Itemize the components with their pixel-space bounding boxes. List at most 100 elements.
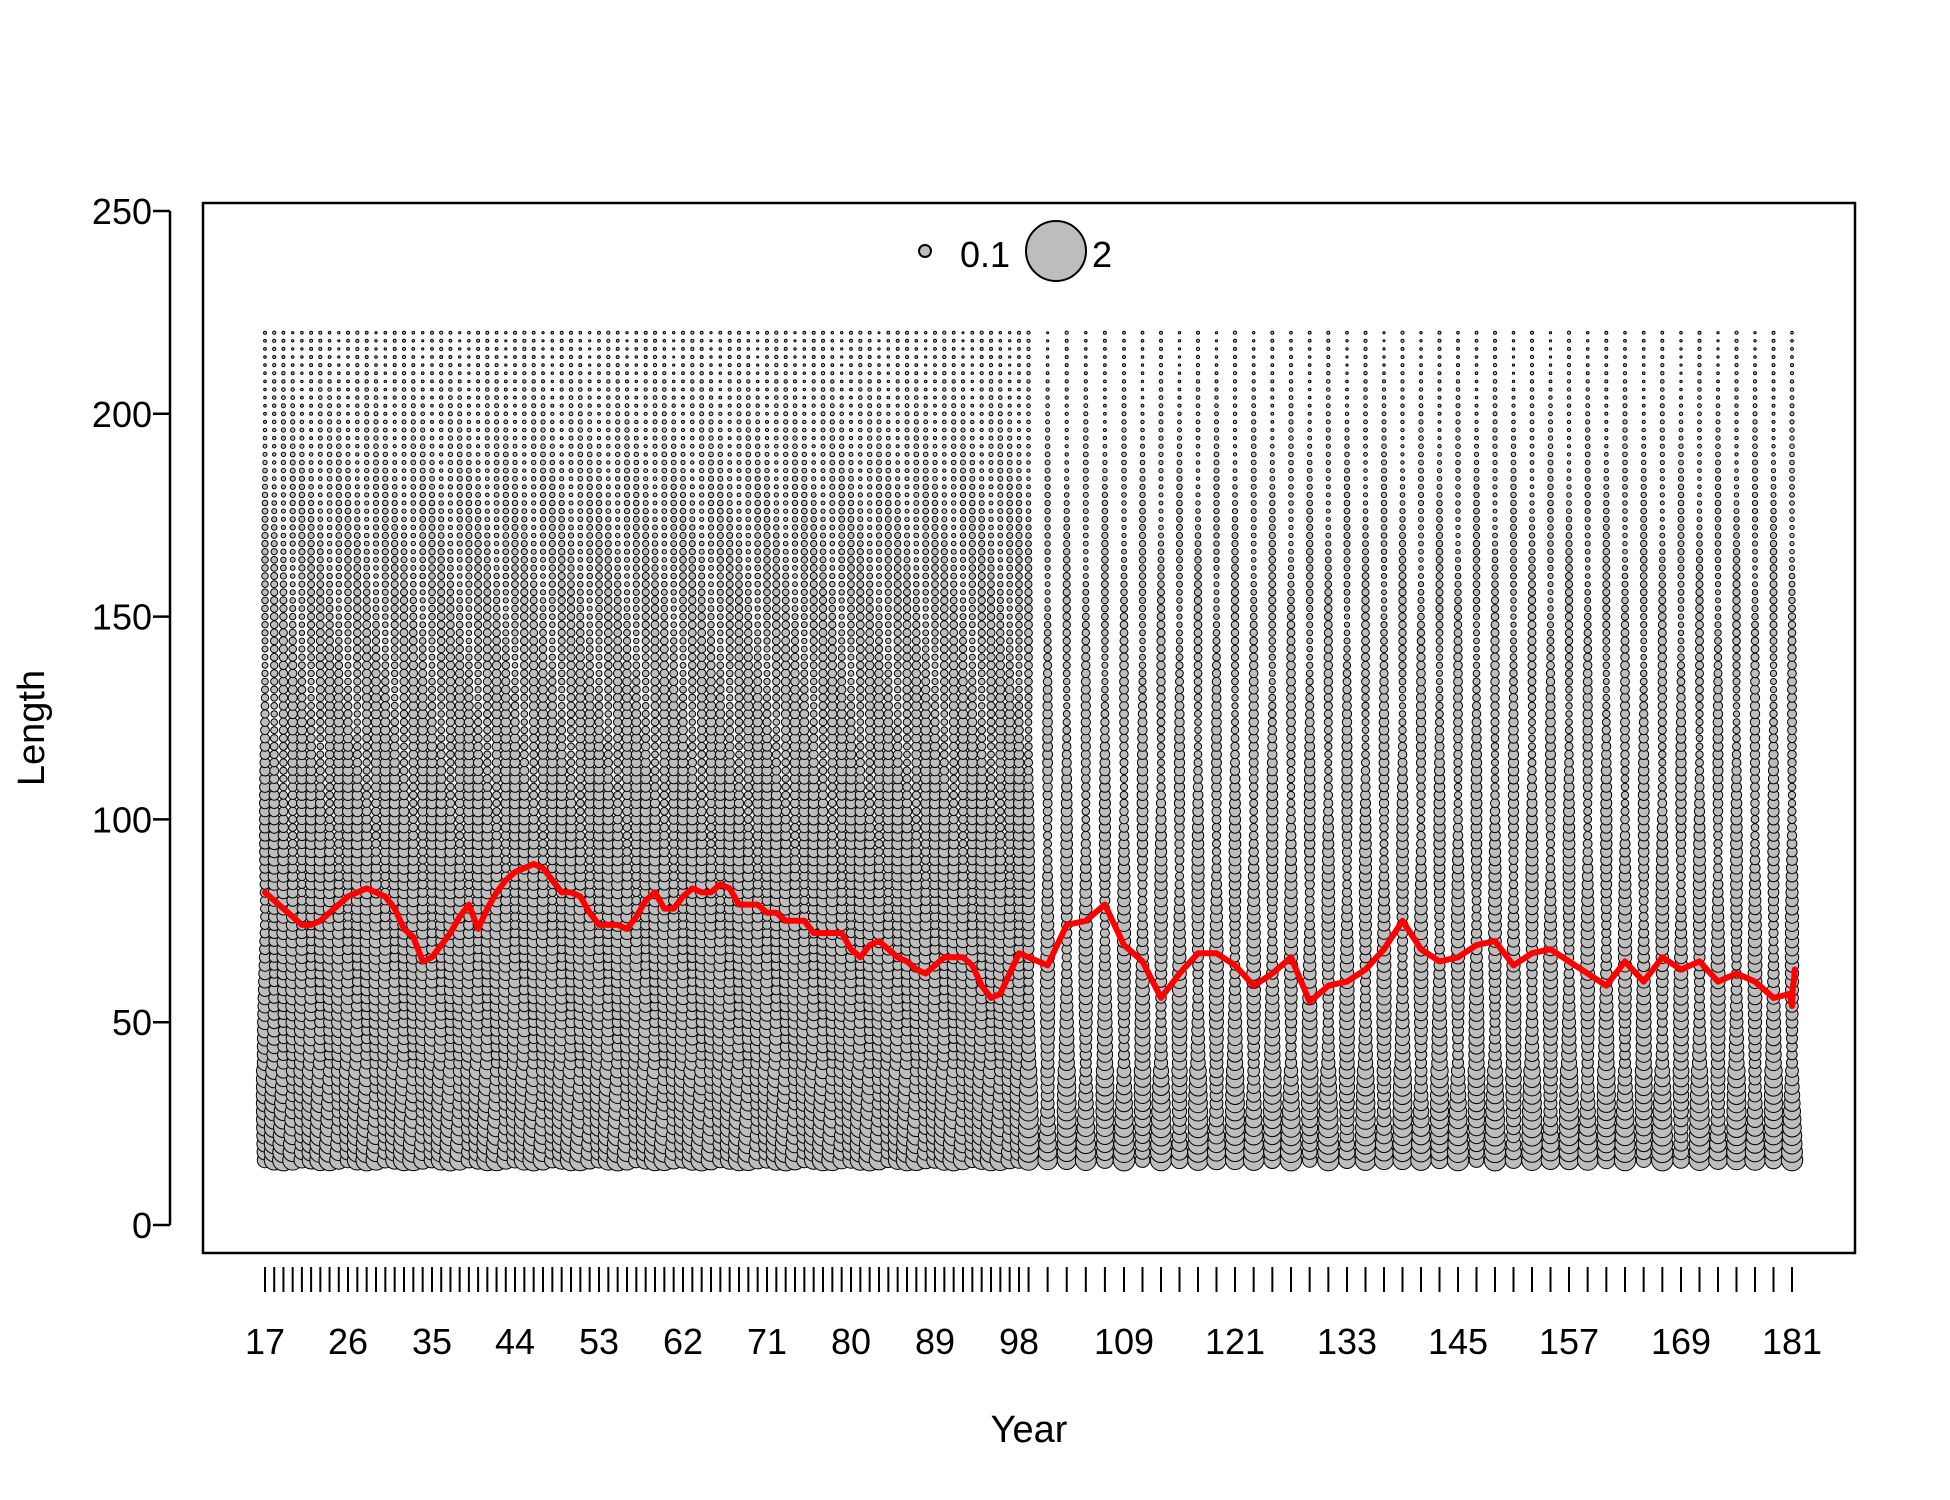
- bubble: [584, 838, 595, 849]
- bubble: [625, 363, 629, 367]
- bubble: [269, 620, 279, 630]
- bubble: [299, 427, 305, 433]
- bubble: [279, 604, 288, 613]
- bubble: [438, 484, 444, 490]
- bubble: [594, 717, 604, 727]
- bubble: [475, 476, 481, 482]
- bubble: [539, 605, 547, 612]
- bubble: [643, 371, 648, 376]
- bubble: [643, 452, 648, 457]
- bubble: [315, 620, 325, 630]
- bubble: [456, 597, 464, 604]
- bubble: [430, 419, 434, 424]
- bubble: [671, 435, 677, 441]
- bubble: [315, 766, 325, 776]
- bubble: [651, 548, 659, 556]
- bubble: [482, 677, 492, 686]
- bubble: [522, 379, 527, 384]
- bubble: [324, 757, 335, 768]
- bubble: [374, 347, 378, 351]
- bubble: [557, 588, 566, 597]
- bubble: [633, 435, 639, 441]
- bubble: [382, 483, 389, 490]
- bubble: [690, 411, 695, 417]
- bubble: [670, 613, 677, 620]
- bubble: [482, 693, 492, 703]
- bubble: [595, 629, 603, 637]
- bubble: [364, 516, 370, 522]
- bubble: [411, 330, 416, 335]
- bubble: [446, 572, 454, 580]
- bubble: [363, 556, 370, 563]
- bubble: [706, 814, 716, 825]
- bubble: [597, 379, 601, 384]
- bubble: [263, 355, 267, 359]
- bubble: [391, 677, 399, 686]
- bubble: [623, 597, 631, 604]
- bubble: [362, 636, 372, 646]
- bubble: [689, 532, 696, 539]
- bubble: [557, 636, 566, 645]
- bubble: [483, 709, 492, 719]
- bubble: [419, 581, 426, 588]
- bubble: [687, 757, 697, 768]
- bubble: [624, 564, 630, 571]
- bubble: [467, 371, 471, 375]
- bubble: [697, 733, 707, 743]
- bubble: [325, 612, 334, 621]
- bubble: [670, 467, 677, 474]
- bubble: [522, 371, 527, 376]
- bubble: [670, 605, 677, 612]
- bubble: [334, 653, 343, 662]
- bubble: [604, 677, 613, 686]
- bubble: [678, 693, 688, 702]
- bubble: [661, 557, 668, 563]
- bubble: [272, 427, 277, 433]
- bubble: [678, 725, 688, 736]
- bubble: [493, 451, 500, 458]
- bubble: [410, 492, 417, 498]
- bubble: [484, 532, 491, 539]
- bubble: [362, 725, 372, 735]
- bubble: [278, 684, 289, 695]
- bubble: [335, 491, 342, 499]
- bubble: [650, 701, 660, 711]
- bubble: [662, 379, 667, 384]
- bubble: [429, 475, 435, 482]
- bubble: [568, 492, 574, 498]
- bubble: [445, 806, 456, 817]
- bubble: [623, 507, 631, 515]
- bubble: [484, 443, 490, 449]
- bubble: [559, 444, 564, 449]
- bubble: [548, 645, 556, 653]
- bubble: [680, 451, 686, 457]
- bubble: [559, 379, 564, 384]
- bubble: [662, 339, 667, 343]
- bubble: [671, 427, 677, 433]
- bubble: [344, 588, 352, 597]
- bubble: [501, 855, 511, 865]
- bubble: [613, 612, 622, 621]
- bubble: [614, 540, 621, 547]
- bubble: [418, 645, 427, 653]
- bubble: [401, 524, 407, 531]
- bubble: [569, 330, 573, 335]
- bubble: [632, 548, 640, 556]
- bubble: [540, 435, 546, 441]
- bubble: [632, 540, 640, 548]
- bubble: [511, 645, 519, 653]
- bubble: [622, 814, 632, 825]
- bubble: [409, 620, 418, 629]
- bubble: [697, 620, 707, 630]
- bubble: [606, 395, 611, 400]
- bubble: [263, 403, 267, 408]
- bubble: [484, 460, 490, 465]
- bubble: [550, 379, 554, 384]
- bubble: [352, 765, 363, 776]
- bubble: [662, 387, 667, 392]
- bubble: [603, 765, 614, 776]
- bubble: [511, 669, 519, 677]
- bubble: [697, 798, 707, 808]
- bubble: [688, 564, 697, 572]
- bubble: [539, 516, 547, 523]
